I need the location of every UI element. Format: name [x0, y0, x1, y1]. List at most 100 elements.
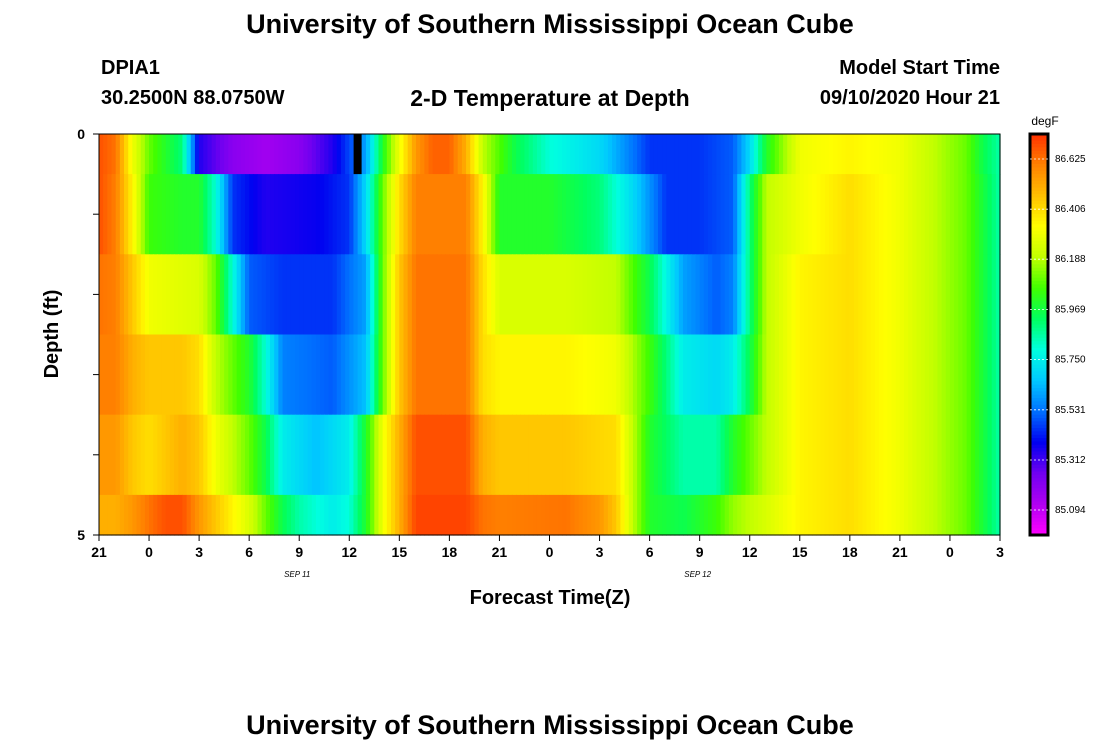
heatmap-cell	[891, 494, 897, 536]
heatmap-cell	[816, 414, 822, 496]
heatmap-cell	[149, 494, 154, 536]
heatmap-cell	[107, 134, 113, 175]
heatmap-cell	[453, 174, 459, 255]
heatmap-cell	[194, 334, 200, 416]
heatmap-cell	[249, 334, 254, 416]
heatmap-cell	[808, 134, 813, 175]
colorbar-segment	[1030, 230, 1048, 235]
colorbar-segment	[1030, 491, 1048, 496]
heatmap-cell	[119, 414, 125, 496]
heatmap-cell	[854, 174, 859, 255]
heatmap-cell	[816, 494, 822, 536]
heatmap-cell	[503, 414, 509, 496]
heatmap-cell	[899, 334, 905, 416]
heatmap-cell	[365, 414, 371, 496]
heatmap-cell	[866, 494, 872, 536]
heatmap-cell	[749, 494, 755, 536]
heatmap-cell	[511, 174, 517, 255]
heatmap-cell	[570, 494, 576, 536]
heatmap-cell	[491, 414, 496, 496]
heatmap-cell	[816, 254, 822, 336]
heatmap-cell	[428, 414, 434, 496]
colorbar-segment	[1030, 464, 1048, 469]
heatmap-cell	[436, 414, 442, 496]
heatmap-cell	[854, 254, 859, 336]
heatmap-cell	[728, 254, 734, 336]
heatmap-cell	[783, 414, 788, 496]
heatmap-cell	[553, 494, 559, 536]
heatmap-cell	[637, 134, 642, 175]
heatmap-cell	[445, 254, 450, 336]
x-tick-label: 0	[145, 544, 153, 560]
heatmap-cell	[128, 134, 133, 175]
heatmap-cell	[536, 174, 542, 255]
heatmap-cell	[787, 414, 793, 496]
heatmap-cell	[495, 334, 501, 416]
heatmap-cell	[324, 254, 330, 336]
heatmap-cell	[224, 334, 229, 416]
heatmap-cell	[895, 414, 901, 496]
heatmap-cell	[532, 414, 538, 496]
heatmap-cell	[253, 174, 259, 255]
heatmap-cell	[245, 414, 250, 496]
heatmap-cell	[532, 134, 538, 175]
heatmap-cell	[203, 134, 209, 175]
heatmap-cell	[933, 494, 939, 536]
heatmap-cell	[883, 134, 888, 175]
heatmap-cell	[728, 134, 734, 175]
heatmap-cell	[353, 494, 359, 536]
heatmap-cell	[695, 134, 701, 175]
heatmap-cell	[712, 254, 717, 336]
heatmap-cell	[970, 134, 976, 175]
heatmap-cell	[703, 334, 709, 416]
heatmap-cell	[336, 334, 342, 416]
heatmap-cell	[862, 174, 868, 255]
heatmap-cell	[161, 134, 167, 175]
heatmap-cell	[974, 494, 980, 536]
heatmap-cell	[837, 334, 843, 416]
heatmap-cell	[803, 254, 809, 336]
colorbar-segment	[1030, 361, 1048, 366]
heatmap-cell	[720, 134, 726, 175]
heatmap-cell	[482, 174, 488, 255]
heatmap-cell	[441, 414, 446, 496]
heatmap-cell	[691, 334, 697, 416]
heatmap-cell	[353, 334, 359, 416]
heatmap-cell	[174, 414, 179, 496]
heatmap-cell	[445, 334, 450, 416]
heatmap-cell	[528, 414, 534, 496]
heatmap-cell	[136, 254, 142, 336]
heatmap-cell	[737, 254, 742, 336]
heatmap-cell	[228, 134, 234, 175]
heatmap-cell	[224, 174, 229, 255]
heatmap-cell	[641, 254, 647, 336]
heatmap-cell	[482, 334, 488, 416]
heatmap-cell	[749, 174, 755, 255]
colorbar-segment	[1030, 140, 1048, 145]
heatmap-cell	[983, 414, 989, 496]
colorbar-segment	[1030, 167, 1048, 172]
heatmap-cell	[524, 494, 530, 536]
footer-title: University of Southern Mississippi Ocean…	[246, 710, 854, 740]
heatmap-cell	[290, 494, 296, 536]
heatmap-cell	[149, 334, 154, 416]
heatmap-cell	[841, 334, 847, 416]
heatmap-cell	[820, 414, 826, 496]
heatmap-cell	[215, 134, 221, 175]
colorbar-segment	[1030, 240, 1048, 245]
heatmap-cell	[265, 494, 271, 536]
heatmap-cell	[899, 414, 905, 496]
heatmap-cell	[445, 174, 450, 255]
heatmap-cell	[678, 134, 684, 175]
heatmap-cell	[845, 254, 851, 336]
heatmap-cell	[382, 334, 388, 416]
heatmap-cell	[340, 414, 346, 496]
heatmap-cell	[833, 334, 838, 416]
heatmap-cell	[240, 334, 246, 416]
heatmap-cell	[774, 414, 780, 496]
heatmap-cell	[887, 254, 893, 336]
heatmap-cell	[245, 494, 250, 536]
colorbar-segment	[1030, 144, 1048, 148]
heatmap-cell	[428, 134, 434, 175]
heatmap-cell	[912, 174, 918, 255]
